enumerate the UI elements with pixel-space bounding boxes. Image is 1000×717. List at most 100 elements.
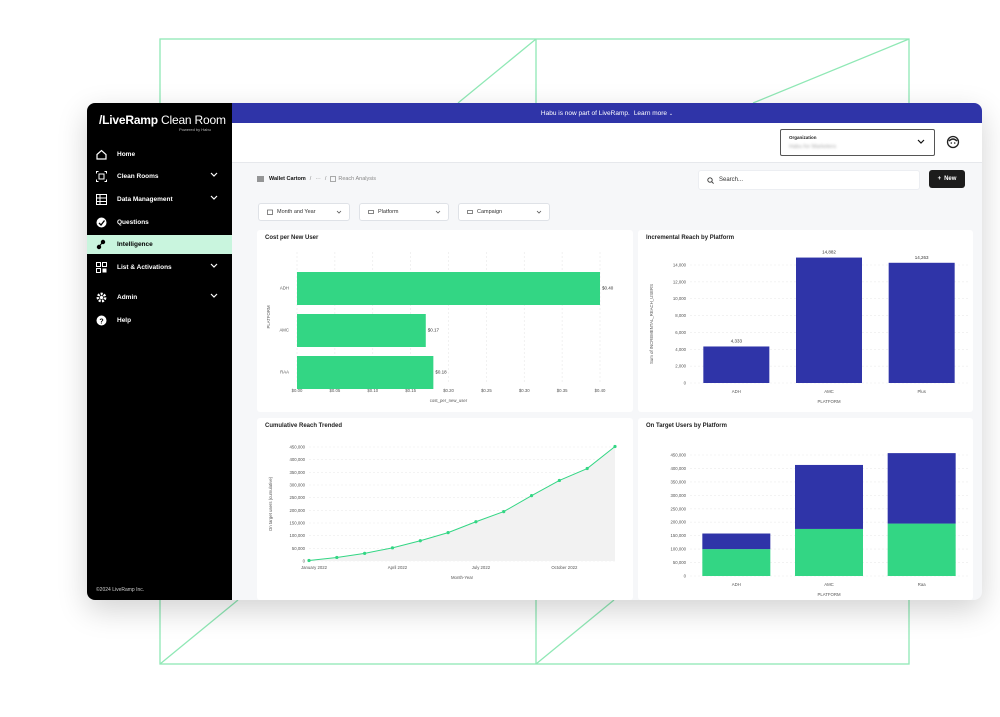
sidebar-item-help[interactable]: ? Help xyxy=(87,311,232,330)
y-tick-label: 200,000 xyxy=(670,520,686,525)
data-grid-icon xyxy=(96,194,107,205)
plus-icon: + xyxy=(937,176,942,182)
x-tick-label: July 2022 xyxy=(472,565,491,570)
chevron-down-icon xyxy=(210,195,218,203)
announcement-banner: Habu is now part of LiveRamp. Learn more… xyxy=(232,103,982,123)
breadcrumb-root[interactable]: Wallet Cartom xyxy=(269,176,306,182)
y-tick-label: 400,000 xyxy=(670,466,686,471)
x-tick-label: $0.30 xyxy=(519,388,530,393)
on-target-users-chart: 0 50,000 100,000 150,000 200,000 250,000 300,0… xyxy=(670,453,968,597)
data-point xyxy=(335,555,339,560)
data-point xyxy=(307,558,311,563)
data-point xyxy=(502,510,506,514)
x-tick-label: $0.10 xyxy=(367,388,378,393)
incremental-reach-chart: 0 2,000 4,000 6,000 8,000 10,000 12,000 14,000 4… xyxy=(649,250,968,404)
sidebar-item-label: Intelligence xyxy=(117,241,153,248)
sidebar-item-label: Admin xyxy=(117,294,138,301)
x-axis-label: Month-Year xyxy=(451,575,474,580)
y-tick-label: 50,000 xyxy=(673,560,687,565)
menu-icon[interactable] xyxy=(257,176,264,182)
stacked-bar-segment xyxy=(702,549,771,576)
bar xyxy=(297,314,426,347)
search-placeholder: Search... xyxy=(719,177,744,183)
organization-label: Organization xyxy=(789,135,817,140)
svg-text:?: ? xyxy=(99,318,103,325)
stacked-bar-segment xyxy=(887,453,956,524)
app-logo[interactable]: /LiveRamp Clean Room xyxy=(99,113,226,127)
y-tick-label: 4,000 xyxy=(675,347,686,352)
sidebar-item-questions[interactable]: Questions xyxy=(87,213,232,232)
chevron-down-icon xyxy=(917,139,925,144)
chevron-down-icon xyxy=(210,172,218,180)
breadcrumb: Wallet Cartom / ··· / Reach Analysis xyxy=(257,176,376,182)
data-point xyxy=(613,444,617,449)
x-tick-label: $0.15 xyxy=(405,388,416,393)
bar-value-label: 14,882 xyxy=(822,250,836,255)
data-point xyxy=(390,546,395,550)
bar xyxy=(297,272,600,305)
sidebar-item-intelligence[interactable]: Intelligence xyxy=(87,235,232,254)
home-icon xyxy=(96,149,107,160)
bar xyxy=(796,257,862,383)
calendar-icon xyxy=(267,209,273,215)
series-line xyxy=(308,446,616,561)
sidebar-item-label: Help xyxy=(117,317,132,324)
chevron-down-icon xyxy=(536,210,542,214)
y-tick-label: 450,000 xyxy=(670,453,686,458)
y-tick-label: 50,000 xyxy=(292,546,306,551)
page-toolbar: Wallet Cartom / ··· / Reach Analysis Sea… xyxy=(232,163,982,197)
data-point xyxy=(363,551,367,555)
breadcrumb-separator: / xyxy=(309,176,312,182)
y-tick-label: 450,000 xyxy=(289,445,305,450)
sidebar-item-label: List & Activations xyxy=(117,264,172,271)
intelligence-icon xyxy=(96,239,107,250)
chart-title: Incremental Reach by Platform xyxy=(646,235,735,241)
clean-rooms-icon xyxy=(96,171,107,182)
sidebar-item-list-activations[interactable]: List & Activations xyxy=(87,258,232,277)
help-icon: ? xyxy=(96,315,107,326)
x-tick-label: ADH xyxy=(732,389,741,394)
chevron-down-icon: ⌄ xyxy=(668,110,674,117)
chart-title: Cost per New User xyxy=(265,235,319,241)
stacked-bar-segment xyxy=(795,464,863,529)
y-tick-label: AMC xyxy=(279,328,289,333)
chart-title: On Target Users by Platform xyxy=(646,423,727,429)
search-input[interactable]: Search... xyxy=(698,170,920,190)
sidebar-item-label: Questions xyxy=(117,219,149,226)
data-point xyxy=(529,494,534,498)
new-button[interactable]: + New xyxy=(929,170,965,188)
sidebar-item-clean-rooms[interactable]: Clean Rooms xyxy=(87,167,232,186)
sidebar-item-admin[interactable]: Admin xyxy=(87,288,232,307)
line-area-fill xyxy=(309,446,615,561)
document-icon xyxy=(330,176,337,182)
filter-platform[interactable]: Platform xyxy=(359,203,449,221)
x-tick-label: $0.35 xyxy=(557,388,568,393)
stacked-bar-segment xyxy=(887,523,956,576)
sidebar-item-data-management[interactable]: Data Management xyxy=(87,190,232,209)
sidebar-item-label: Data Management xyxy=(117,196,173,203)
organization-select[interactable]: Organization Habu for Marketers xyxy=(780,129,935,156)
filter-campaign[interactable]: Campaign xyxy=(458,203,550,221)
y-tick-label: 10,000 xyxy=(673,296,687,301)
sidebar-item-home[interactable]: Home xyxy=(87,145,232,164)
user-avatar-icon[interactable] xyxy=(946,135,960,149)
platform-icon xyxy=(368,210,374,214)
bar xyxy=(297,356,434,389)
y-tick-label: 0 xyxy=(684,574,687,579)
bar-value-label: 14,263 xyxy=(915,255,929,260)
breadcrumb-current: Reach Analysis xyxy=(338,176,376,182)
y-tick-label: 300,000 xyxy=(670,493,686,498)
sidebar: /LiveRamp Clean Room Powered by Habu Hom… xyxy=(87,103,232,600)
x-tick-label: January 2022 xyxy=(301,565,328,570)
breadcrumb-ellipsis[interactable]: ··· xyxy=(315,176,321,182)
y-tick-label: 250,000 xyxy=(670,506,686,511)
bar xyxy=(888,262,955,383)
list-icon xyxy=(96,262,107,273)
x-tick-label: $0.00 xyxy=(292,388,303,393)
learn-more-link[interactable]: Learn more ⌄ xyxy=(633,109,674,117)
y-tick-label: 8,000 xyxy=(675,313,686,318)
chevron-down-icon xyxy=(210,263,218,271)
filter-month-year[interactable]: Month and Year xyxy=(258,203,350,221)
data-point xyxy=(446,531,450,535)
y-tick-label: 350,000 xyxy=(289,470,305,475)
